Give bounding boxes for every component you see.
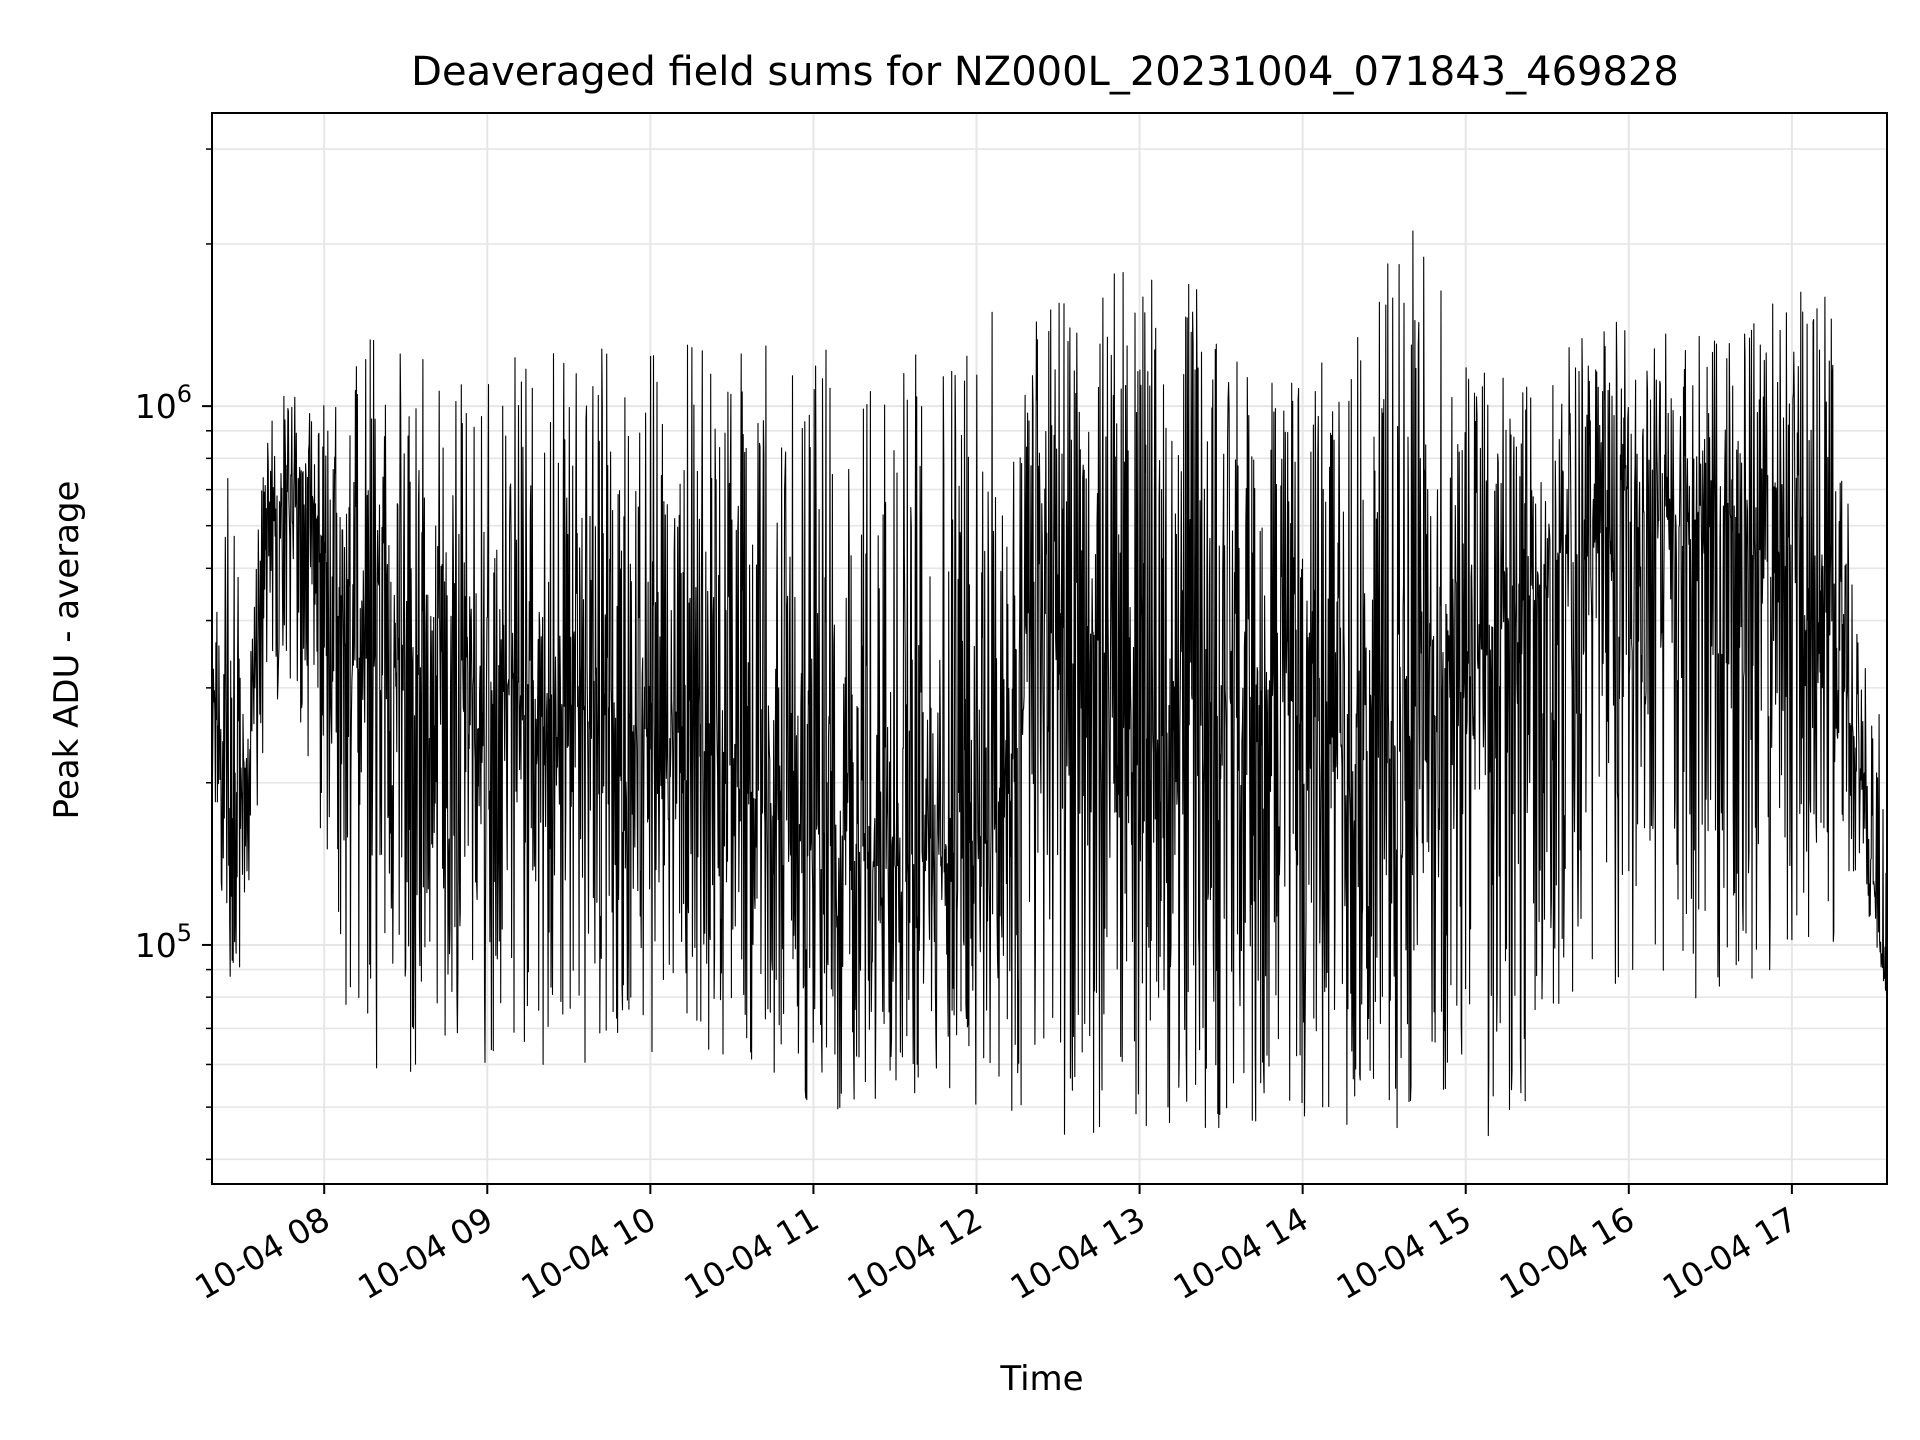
plot-frame (211, 112, 1888, 1185)
series-line (211, 230, 1888, 1137)
y-tick-label-exponent: 5 (177, 919, 192, 947)
y-tick-label: 106 (135, 380, 192, 426)
y-tick-label-base: 10 (135, 387, 177, 426)
y-tick-label-exponent: 6 (177, 380, 192, 408)
chart-title: Deaveraged field sums for NZ000L_2023100… (411, 49, 1679, 95)
y-tick-label: 105 (135, 919, 192, 965)
y-tick-label-base: 10 (135, 926, 177, 965)
data-series (211, 230, 1888, 1137)
y-axis-label: Peak ADU - average (47, 481, 87, 820)
x-axis-label: Time (999, 1359, 1083, 1399)
